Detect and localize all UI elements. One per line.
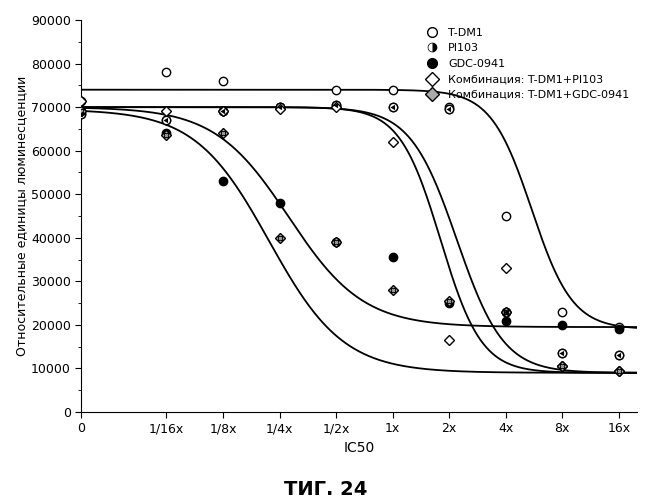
X-axis label: IC50: IC50 — [344, 441, 375, 455]
Legend: T-DM1, PI103, GDC-0941, Комбинация: T-DM1+PI103, Комбинация: T-DM1+GDC-0941: T-DM1, PI103, GDC-0941, Комбинация: T-DM… — [417, 24, 634, 104]
Text: ΤИГ. 24: ΤИГ. 24 — [284, 480, 368, 499]
Y-axis label: Относительные единицы люминесценции: Относительные единицы люминесценции — [15, 76, 28, 356]
